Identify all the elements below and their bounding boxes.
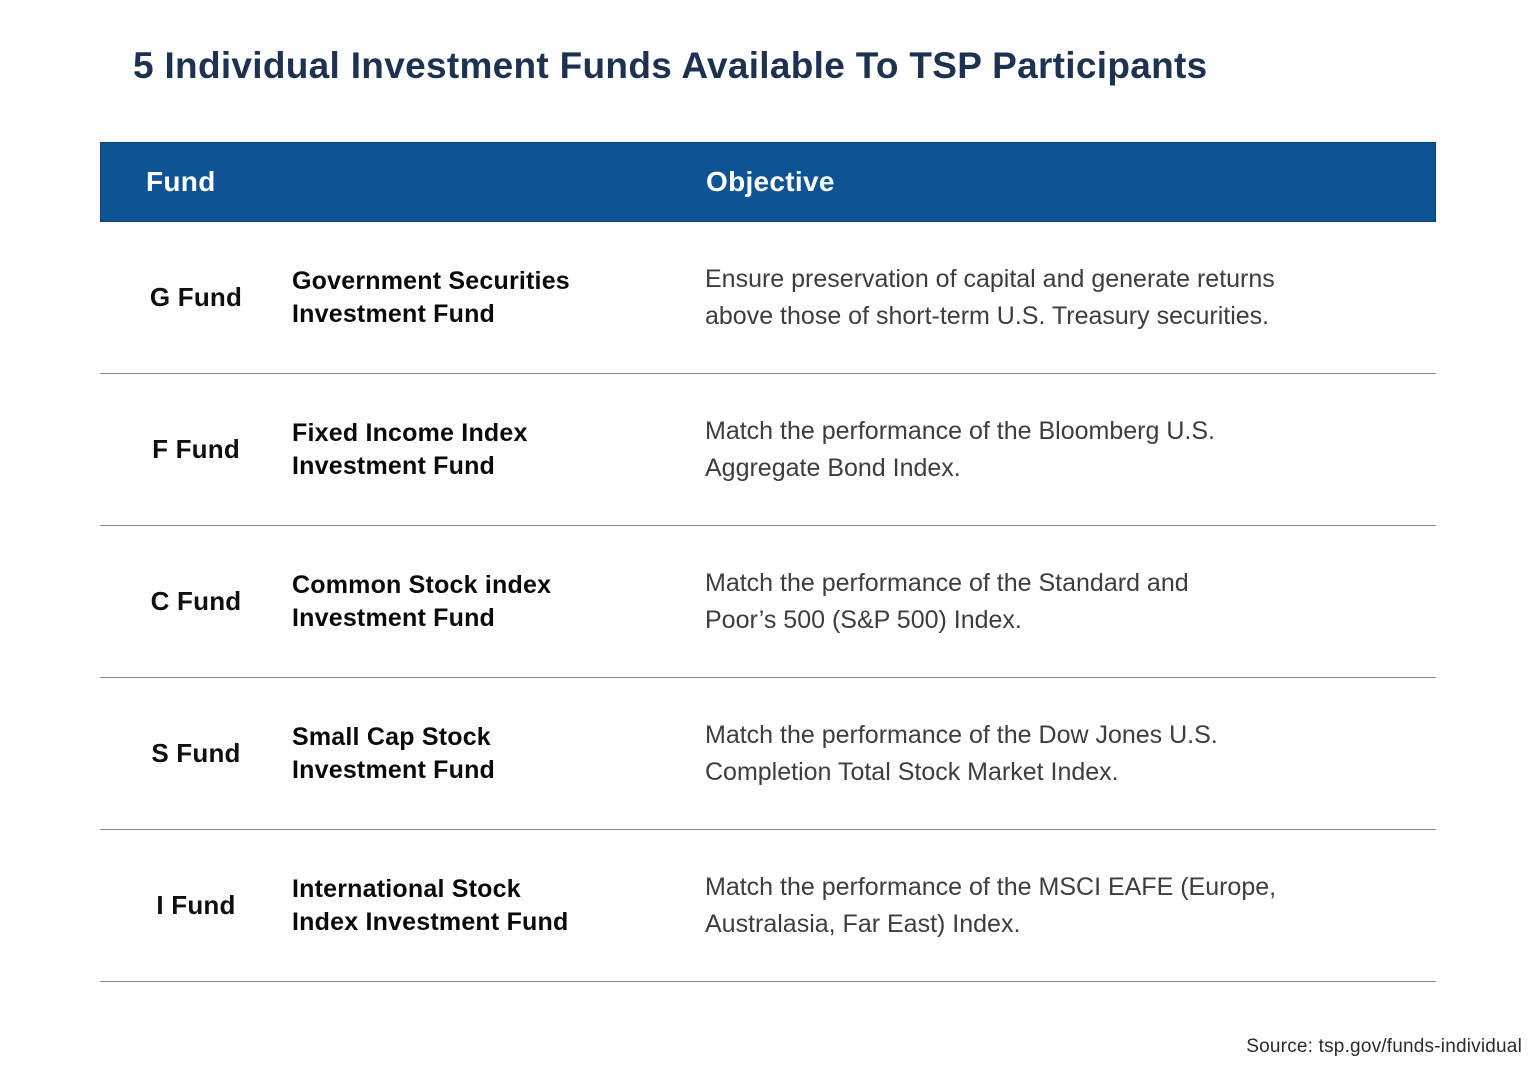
table-row-f-fund: F Fund Fixed Income Index Investment Fun… xyxy=(100,374,1436,526)
table-row-c-fund: C Fund Common Stock index Investment Fun… xyxy=(100,526,1436,678)
table-row-s-fund: S Fund Small Cap Stock Investment Fund M… xyxy=(100,678,1436,830)
fund-code: C Fund xyxy=(150,586,242,616)
fund-code: S Fund xyxy=(151,738,241,768)
fund-objective: Match the performance of the Standard an… xyxy=(705,568,1189,634)
fund-name: Common Stock index Investment Fund xyxy=(292,570,552,632)
source-credit: Source: tsp.gov/funds-individual xyxy=(1246,1036,1522,1057)
table-header-row: Fund Objective xyxy=(100,142,1436,222)
fund-code: F Fund xyxy=(152,434,240,464)
column-header-objective: Objective xyxy=(706,166,835,197)
fund-name: Small Cap Stock Investment Fund xyxy=(292,722,496,784)
funds-table: Fund Objective G Fund Government Securit… xyxy=(100,142,1436,982)
fund-name: International Stock Index Investment Fun… xyxy=(292,874,569,936)
fund-code: I Fund xyxy=(156,890,236,920)
fund-name: Fixed Income Index Investment Fund xyxy=(292,418,528,480)
fund-name: Government Securities Investment Fund xyxy=(292,266,570,328)
fund-objective: Match the performance of the MSCI EAFE (… xyxy=(705,872,1277,938)
page-title: 5 Individual Investment Funds Available … xyxy=(133,45,1208,86)
fund-objective: Match the performance of the Bloomberg U… xyxy=(705,416,1215,482)
fund-objective: Ensure preservation of capital and gener… xyxy=(705,264,1275,330)
fund-objective: Match the performance of the Dow Jones U… xyxy=(705,720,1218,786)
fund-code: G Fund xyxy=(149,282,243,312)
table-row-i-fund: I Fund International Stock Index Investm… xyxy=(100,830,1436,982)
column-header-fund: Fund xyxy=(146,166,216,197)
table-row-g-fund: G Fund Government Securities Investment … xyxy=(100,222,1436,374)
